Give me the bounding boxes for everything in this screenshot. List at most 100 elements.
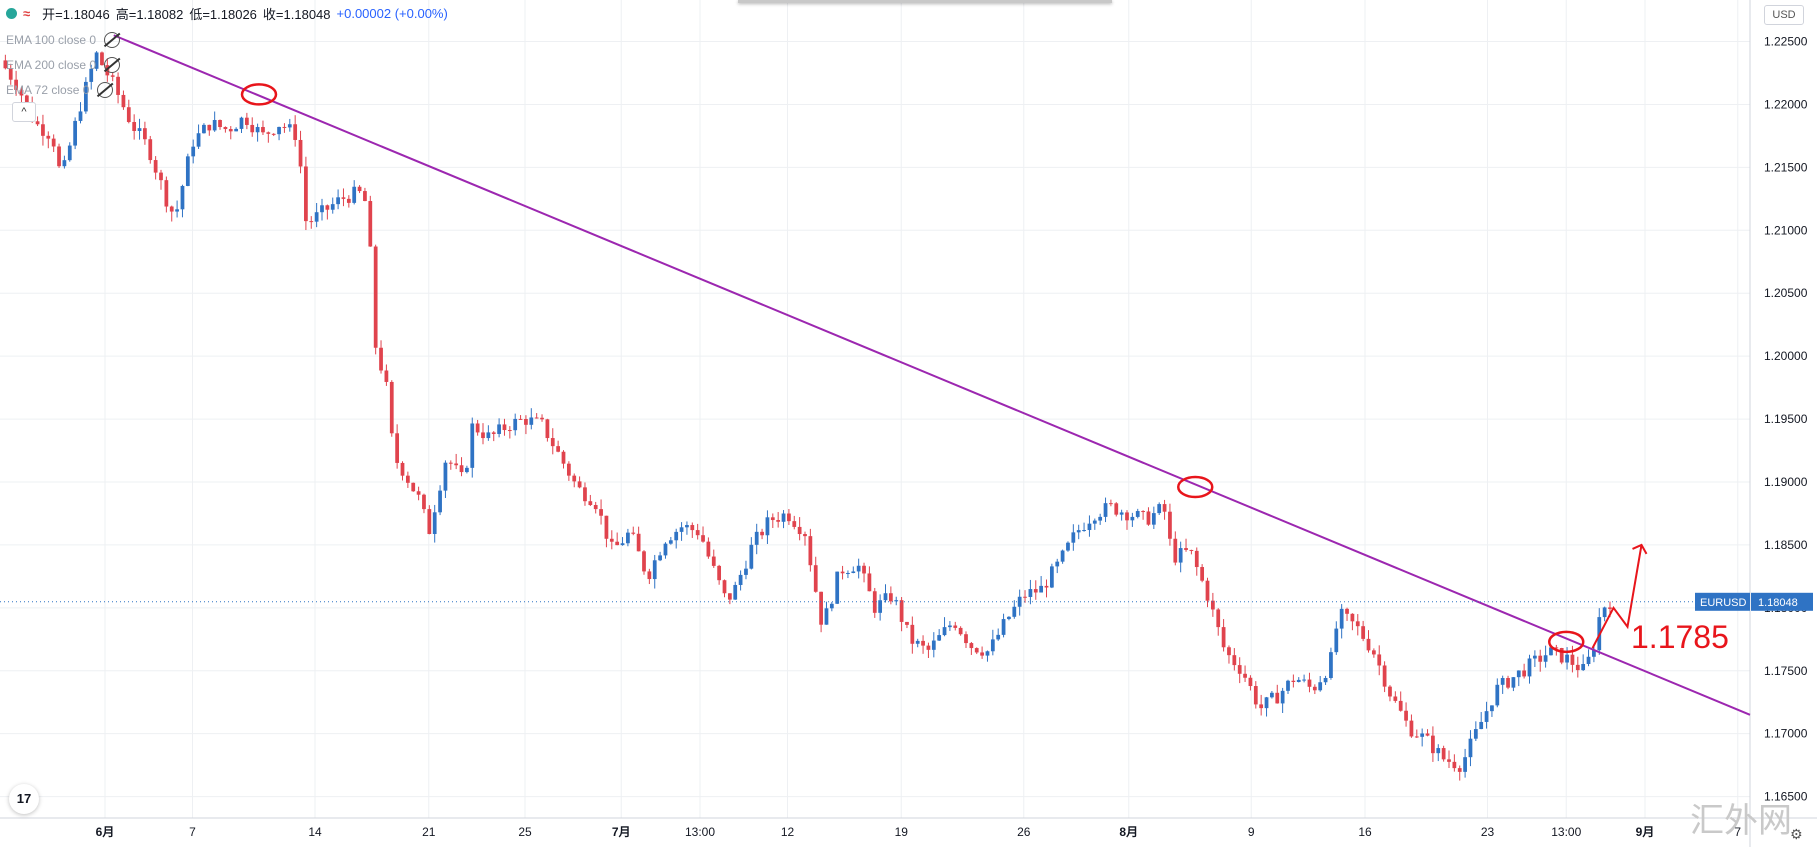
candle-body	[1270, 692, 1274, 698]
candle-body	[846, 572, 850, 574]
candle-body	[1087, 523, 1092, 531]
candle-body	[502, 424, 507, 431]
candle-body	[1168, 511, 1172, 539]
candle-body	[35, 121, 40, 125]
candle-body	[373, 246, 378, 348]
candle-body	[727, 593, 732, 600]
candle-body	[1253, 686, 1258, 705]
candle-body	[1071, 532, 1076, 543]
candle-body	[776, 520, 781, 522]
candle-body	[1345, 608, 1349, 614]
candle-body	[1151, 513, 1156, 525]
candle-body	[218, 120, 222, 128]
ohlc-row: ≈ 开=1.18046 高=1.18082 低=1.18026 收=1.1804…	[6, 4, 448, 23]
collapse-legend-button[interactable]: ^	[12, 102, 36, 122]
candle-body	[797, 526, 802, 535]
symbol-tag: EURUSD	[1700, 597, 1747, 609]
candle-body	[921, 640, 925, 646]
candle-body	[1119, 512, 1124, 515]
touch-circle[interactable]	[1548, 630, 1585, 654]
candle-body	[529, 417, 534, 425]
candle-body	[1039, 585, 1044, 593]
candle-body	[856, 565, 861, 572]
candle-body	[1581, 664, 1586, 671]
candle-body	[507, 430, 512, 432]
candle-body	[1398, 700, 1403, 711]
top-drag-handle[interactable]	[738, 0, 1112, 3]
tradingview-logo-icon[interactable]: 17	[9, 784, 39, 814]
grid-lines	[0, 0, 1750, 818]
candle-body	[432, 512, 437, 534]
candle-body	[1275, 692, 1280, 704]
annotation-layer[interactable]: 1.1785	[240, 83, 1729, 655]
y-tick-label: 1.19500	[1764, 412, 1808, 426]
wave-icon[interactable]: ≈	[23, 6, 31, 21]
time-axis[interactable]: 6月 7 14 21 25 7月 13:00 12 19 26 8月 9 16 23 13:00 9月 7	[96, 825, 1742, 839]
y-tick-label: 1.19000	[1764, 475, 1808, 489]
price-axis[interactable]: 1.165001.170001.175001.180001.185001.190…	[1764, 35, 1808, 804]
candle-body	[626, 532, 630, 544]
candle-body	[1414, 736, 1419, 738]
currency-button[interactable]: USD	[1764, 5, 1804, 25]
trendline-layer[interactable]	[113, 34, 1751, 716]
candle-body	[588, 501, 593, 506]
candle-body	[1028, 589, 1033, 597]
candle-body	[293, 124, 298, 140]
candle-body	[1001, 619, 1006, 635]
candle-body	[491, 432, 496, 434]
candle-body	[915, 640, 920, 644]
candle-body	[422, 494, 426, 510]
trendline[interactable]	[113, 34, 1751, 716]
candle-body	[116, 76, 120, 95]
candle-body	[1146, 511, 1151, 525]
candle-body	[1323, 677, 1328, 683]
candle-body	[212, 120, 217, 131]
indicator-ema72[interactable]: EMA 72 close 0	[6, 82, 448, 98]
x-tick-label: 25	[518, 825, 532, 839]
candle-body	[223, 127, 228, 130]
hidden-eye-icon[interactable]	[104, 57, 121, 73]
candle-body	[239, 117, 244, 129]
price-tag-bg	[1751, 592, 1813, 611]
touch-circle[interactable]	[240, 83, 278, 106]
candle-body	[1178, 548, 1183, 563]
hidden-eye-icon[interactable]	[97, 82, 114, 98]
indicator-ema100[interactable]: EMA 100 close 0	[6, 32, 448, 48]
annotation-label[interactable]: 1.1785	[1631, 619, 1729, 655]
candle-body	[191, 146, 196, 157]
indicator-ema200[interactable]: EMA 200 close 0	[6, 57, 448, 73]
last-price-tag: EURUSD 1.18048	[0, 592, 1813, 611]
candle-body	[513, 418, 518, 431]
candle-body	[1307, 679, 1312, 687]
candle-body	[416, 491, 421, 495]
candle-body	[1312, 686, 1317, 691]
candle-body	[636, 533, 641, 552]
candle-body	[931, 640, 936, 650]
change-value: +0.00002 (+0.00%)	[336, 6, 448, 21]
candle-body	[169, 206, 174, 212]
candle-body	[1280, 690, 1285, 704]
candle-body	[652, 560, 657, 580]
candle-body	[110, 75, 115, 77]
candle-body	[1049, 566, 1054, 588]
y-tick-label: 1.22500	[1764, 35, 1808, 49]
candle-body	[980, 652, 984, 656]
candle-body	[556, 446, 561, 452]
x-tick-label: 13:00	[685, 825, 715, 839]
candle-body	[207, 124, 212, 131]
candle-body	[1092, 520, 1097, 524]
high-value: 高=1.18082	[115, 7, 184, 22]
y-tick-label: 1.20500	[1764, 286, 1808, 300]
candle-body	[953, 625, 958, 628]
candle-body	[1194, 550, 1199, 568]
candle-body	[695, 530, 700, 536]
candle-body	[674, 531, 679, 541]
candle-body	[448, 462, 453, 464]
candle-body	[1479, 721, 1484, 730]
candle-body	[314, 212, 319, 222]
gear-icon[interactable]: ⚙	[1790, 826, 1803, 842]
touch-circle[interactable]	[1177, 475, 1214, 499]
breakout-arrow[interactable]	[1591, 544, 1643, 649]
hidden-eye-icon[interactable]	[104, 32, 121, 48]
